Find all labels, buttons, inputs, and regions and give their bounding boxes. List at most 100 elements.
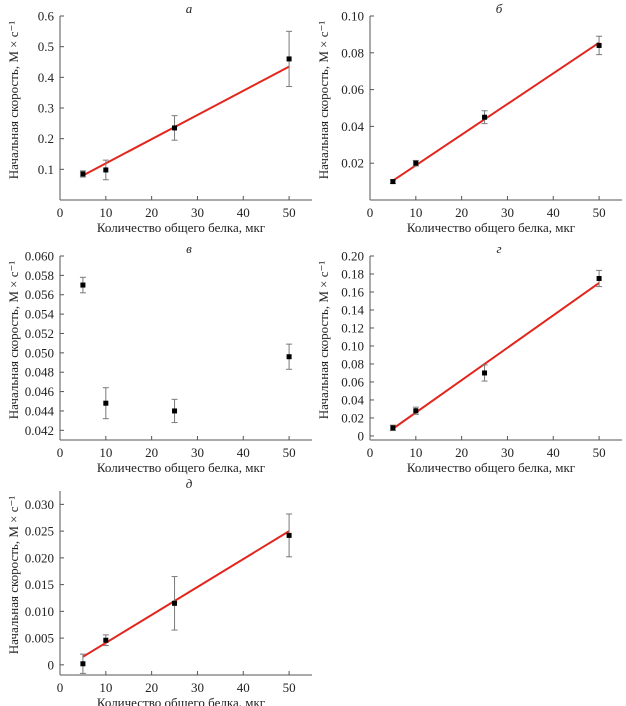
x-tick-label: 30 bbox=[191, 445, 204, 460]
data-point bbox=[103, 637, 109, 643]
y-tick-label: 0.030 bbox=[25, 497, 54, 512]
x-tick-label: 40 bbox=[237, 680, 250, 695]
y-tick-label: 0.02 bbox=[341, 410, 364, 425]
y-tick-label: 0.16 bbox=[341, 284, 364, 299]
y-tick-label: 0.050 bbox=[25, 345, 54, 360]
y-tick-label: 0.10 bbox=[341, 9, 364, 24]
y-tick-label: 0.04 bbox=[341, 119, 364, 134]
y-tick-label: 0.10 bbox=[341, 338, 364, 353]
x-tick-label: 50 bbox=[593, 205, 606, 220]
fit-line bbox=[392, 282, 600, 430]
data-point bbox=[482, 114, 488, 120]
x-tick-label: 30 bbox=[501, 205, 514, 220]
data-point bbox=[286, 56, 292, 62]
y-tick-label: 0.08 bbox=[341, 356, 364, 371]
panel-title: д bbox=[186, 476, 193, 491]
y-tick-label: 0.14 bbox=[341, 302, 364, 317]
x-tick-label: 30 bbox=[501, 445, 514, 460]
fit-line bbox=[392, 41, 600, 182]
y-tick-label: 0.025 bbox=[25, 524, 54, 539]
y-tick-label: 0.054 bbox=[25, 307, 55, 322]
x-tick-label: 10 bbox=[409, 205, 422, 220]
y-tick-label: 0.010 bbox=[25, 604, 54, 619]
x-tick-label: 50 bbox=[593, 445, 606, 460]
data-point bbox=[596, 42, 602, 48]
x-tick-label: 0 bbox=[367, 205, 374, 220]
data-point bbox=[390, 425, 396, 431]
x-tick-label: 10 bbox=[99, 445, 112, 460]
x-axis-label: Количество общего белка, мкг bbox=[407, 220, 575, 235]
y-tick-label: 0.04 bbox=[341, 392, 364, 407]
data-point bbox=[172, 600, 178, 606]
y-tick-label: 0.046 bbox=[25, 384, 55, 399]
y-tick-label: 0.044 bbox=[25, 403, 55, 418]
y-axis-label: Начальная скорость, М × с⁻¹ bbox=[316, 261, 331, 420]
data-point bbox=[172, 408, 178, 414]
data-point bbox=[482, 370, 488, 376]
data-point bbox=[390, 179, 396, 185]
y-tick-label: 0.18 bbox=[341, 266, 364, 281]
data-point bbox=[103, 400, 109, 406]
y-axis-label: Начальная скорость, М × с⁻¹ bbox=[6, 496, 21, 655]
y-tick-label: 0.3 bbox=[38, 101, 54, 116]
y-tick-label: 0.042 bbox=[25, 423, 54, 438]
y-tick-label: 0.20 bbox=[341, 249, 364, 264]
x-tick-label: 20 bbox=[145, 445, 158, 460]
y-tick-label: 0 bbox=[358, 428, 365, 443]
y-tick-label: 0.08 bbox=[341, 45, 364, 60]
chart-panel-4: 0 10 20 30 40 50 0 0.005 0.010 0.015 0.020 0.025 0.0… bbox=[6, 476, 312, 706]
x-axis-label: Количество общего белка, мкг bbox=[407, 460, 575, 475]
y-tick-label: 0.6 bbox=[38, 9, 55, 24]
chart-panel-2: 0 10 20 30 40 50 0.042 0.044 0.046 0.048 0.050 0.05… bbox=[6, 241, 312, 475]
x-tick-label: 20 bbox=[145, 205, 158, 220]
data-point bbox=[80, 171, 86, 177]
x-tick-label: 50 bbox=[283, 680, 296, 695]
y-tick-label: 0.06 bbox=[341, 82, 364, 97]
y-axis-label: Начальная скорость, М × с⁻¹ bbox=[316, 21, 331, 180]
fit-line bbox=[82, 530, 290, 658]
data-point bbox=[80, 661, 86, 667]
y-tick-label: 0.056 bbox=[25, 287, 55, 302]
data-point bbox=[413, 408, 419, 414]
y-tick-label: 0.06 bbox=[341, 374, 364, 389]
x-tick-label: 30 bbox=[191, 680, 204, 695]
panel-title: а bbox=[186, 1, 193, 16]
x-tick-label: 50 bbox=[283, 445, 296, 460]
x-tick-label: 30 bbox=[191, 205, 204, 220]
y-axis-label: Начальная скорость, М × с⁻¹ bbox=[6, 261, 21, 420]
x-tick-label: 0 bbox=[367, 445, 374, 460]
data-point bbox=[286, 532, 292, 538]
y-tick-label: 0.058 bbox=[25, 268, 54, 283]
x-tick-label: 20 bbox=[455, 205, 468, 220]
panel-title: в bbox=[186, 241, 192, 256]
x-tick-label: 0 bbox=[57, 445, 64, 460]
y-tick-label: 0.12 bbox=[341, 320, 364, 335]
x-axis-label: Количество общего белка, мкг bbox=[97, 220, 265, 235]
data-point bbox=[286, 354, 292, 360]
y-tick-label: 0.052 bbox=[25, 326, 54, 341]
x-tick-label: 40 bbox=[237, 445, 250, 460]
y-tick-label: 0.048 bbox=[25, 365, 54, 380]
x-tick-label: 10 bbox=[409, 445, 422, 460]
data-point bbox=[596, 275, 602, 281]
y-tick-label: 0.060 bbox=[25, 249, 54, 264]
y-tick-label: 0.1 bbox=[38, 162, 54, 177]
x-tick-label: 40 bbox=[547, 205, 560, 220]
x-tick-label: 50 bbox=[283, 205, 296, 220]
x-tick-label: 40 bbox=[237, 205, 250, 220]
x-tick-label: 10 bbox=[99, 205, 112, 220]
y-tick-label: 0.02 bbox=[341, 156, 364, 171]
y-tick-label: 0.015 bbox=[25, 577, 54, 592]
y-tick-label: 0.005 bbox=[25, 631, 54, 646]
chart-panel-0: 0 10 20 30 40 50 0.1 0.2 0.3 0.4 0.5 0.6 Количество … bbox=[6, 1, 312, 235]
chart-panel-3: 0 10 20 30 40 50 0 0.02 0.04 0.06 0.08 0.10 0.12 0.14… bbox=[316, 241, 622, 475]
panel-title: г bbox=[496, 241, 501, 256]
fit-line bbox=[82, 65, 290, 177]
x-tick-label: 20 bbox=[145, 680, 158, 695]
chart-panel-1: 0 10 20 30 40 50 0.02 0.04 0.06 0.08 0.10 Количеств… bbox=[316, 1, 622, 235]
data-point bbox=[80, 282, 86, 288]
y-tick-label: 0.2 bbox=[38, 131, 54, 146]
x-tick-label: 0 bbox=[57, 205, 64, 220]
x-tick-label: 40 bbox=[547, 445, 560, 460]
